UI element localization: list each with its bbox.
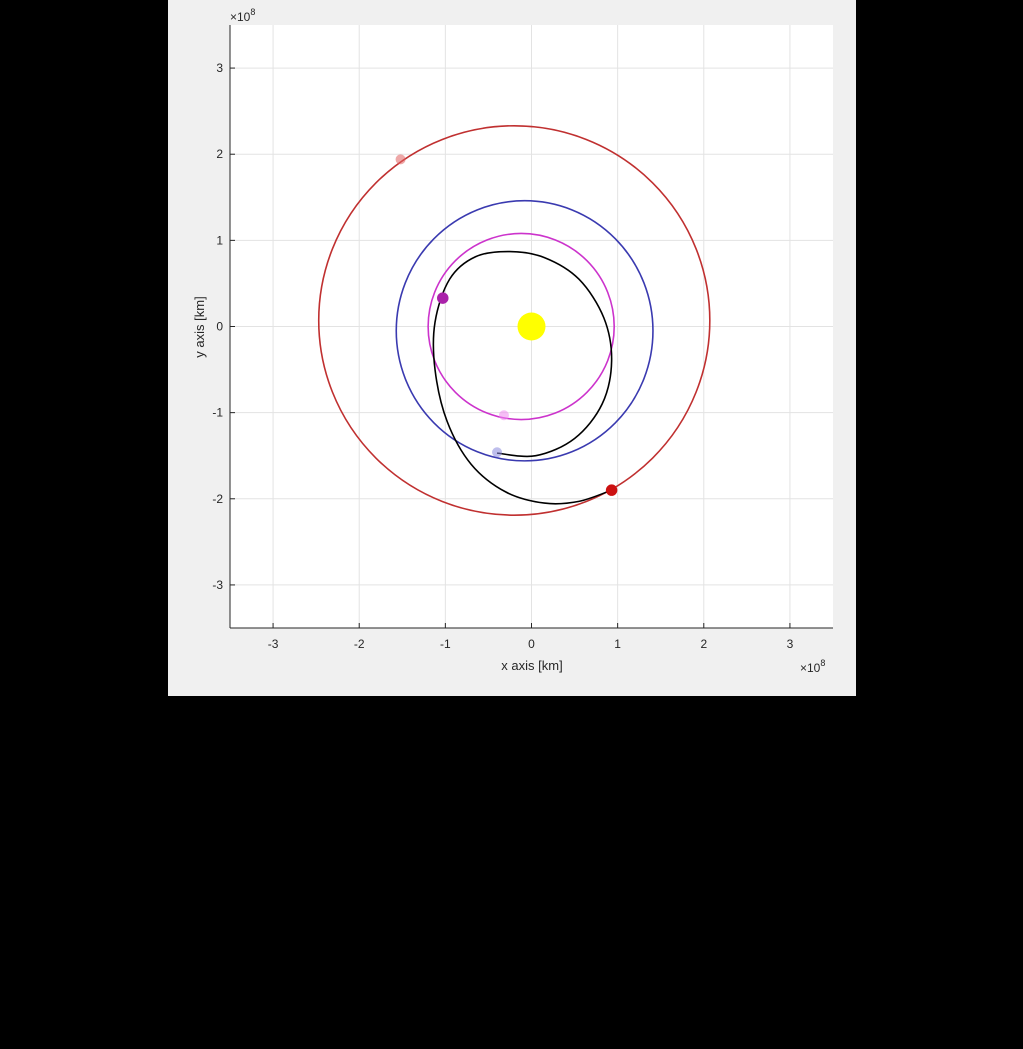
y-tick-label-2: -1	[212, 406, 223, 420]
marker-layer	[395, 154, 618, 496]
orbit-1	[395, 199, 654, 462]
x-multiplier-base: ×10	[800, 661, 821, 675]
x-tick-label-6: 3	[787, 637, 794, 651]
x-tick-label-4: 1	[614, 637, 621, 651]
body-marker-2	[437, 292, 449, 304]
y-multiplier-base: ×10	[230, 10, 251, 24]
x-tick-label-5: 2	[700, 637, 707, 651]
transfer-trajectory	[432, 250, 613, 505]
orbit-0	[317, 124, 711, 516]
y-tick-label-3: 0	[216, 320, 223, 334]
x-tick-label-3: 0	[528, 637, 535, 651]
y-tick-label-0: -3	[212, 578, 223, 592]
y-axis-multiplier: ×108	[230, 7, 255, 24]
x-axis-multiplier: ×108	[800, 658, 825, 675]
y-tick-label-4: 1	[216, 233, 223, 247]
body-marker-0	[605, 484, 618, 496]
sun-marker	[517, 312, 546, 341]
x-tick-label-0: -3	[268, 637, 279, 651]
y-tick-label-5: 2	[216, 147, 223, 161]
body-marker-3	[498, 410, 509, 421]
x-multiplier-exponent: 8	[820, 658, 825, 668]
x-tick-label-2: -1	[440, 637, 451, 651]
y-tick-label-6: 3	[216, 61, 223, 75]
figure-window: -3 -2 -1 0 1 2 3 -3 -2 -1 0 1 2 3 x axis [km] y axis …	[168, 0, 856, 696]
y-axis-label: y axis [km]	[192, 296, 207, 357]
body-marker-1	[395, 154, 406, 165]
y-multiplier-exponent: 8	[250, 7, 255, 17]
x-axis-label: x axis [km]	[501, 658, 562, 673]
x-tick-label-1: -2	[354, 637, 365, 651]
tick-layer: -3 -2 -1 0 1 2 3 -3 -2 -1 0 1 2 3	[212, 61, 793, 651]
orbit-2	[427, 232, 615, 421]
orbit-plot: -3 -2 -1 0 1 2 3 -3 -2 -1 0 1 2 3 x axis [km] y axis …	[192, 7, 833, 675]
y-tick-label-1: -2	[212, 492, 223, 506]
orbit-layer	[317, 124, 711, 516]
body-marker-4	[492, 447, 503, 458]
